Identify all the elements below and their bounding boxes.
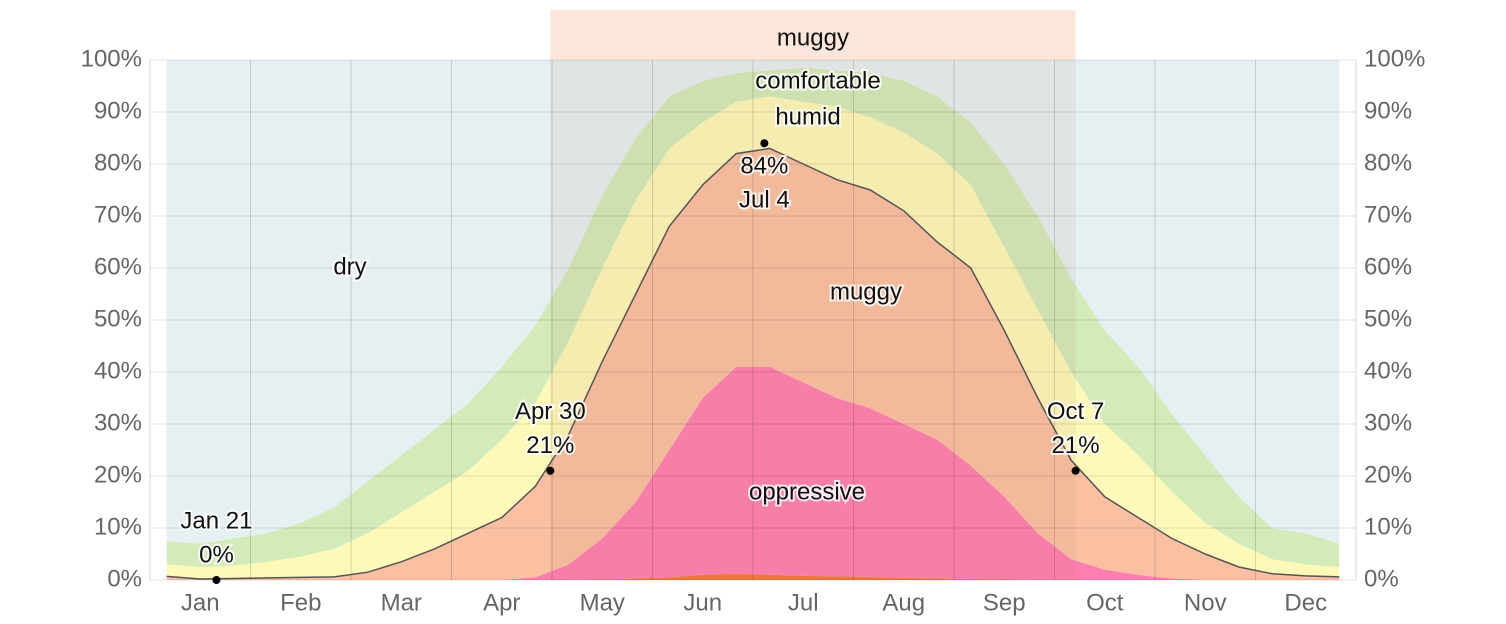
y2-tick-label: 70%	[1364, 201, 1412, 228]
season-band	[550, 10, 1076, 60]
y2-tick-label: 80%	[1364, 149, 1412, 176]
x-tick-label: Feb	[280, 589, 321, 616]
annotation-dot	[212, 576, 221, 584]
season-overlay	[550, 60, 1076, 580]
y-tick-label: 50%	[94, 305, 142, 332]
y-tick-label: 100%	[81, 45, 142, 72]
series-label: oppressive	[749, 478, 865, 505]
y-tick-label: 0%	[107, 565, 142, 592]
y2-tick-label: 60%	[1364, 253, 1412, 280]
x-tick-label: Jan	[181, 589, 220, 616]
annotation-label: 21%	[526, 432, 574, 459]
y2-tick-label: 40%	[1364, 357, 1412, 384]
series-label: muggy	[830, 278, 902, 305]
x-tick-label: Sep	[983, 589, 1026, 616]
area	[166, 67, 1340, 568]
y-tick-label: 70%	[94, 201, 142, 228]
y-tick-label: 30%	[94, 409, 142, 436]
annotation-label: Apr 30	[515, 398, 586, 425]
y2-tick-label: 30%	[1364, 409, 1412, 436]
x-tick-label: Oct	[1086, 589, 1124, 616]
annotation-label: Oct 7	[1047, 398, 1104, 425]
series-label: dry	[333, 253, 366, 280]
y2-tick-label: 100%	[1364, 45, 1425, 72]
line	[166, 147, 1340, 580]
y-tick-label: 20%	[94, 461, 142, 488]
series-label: humid	[775, 103, 840, 130]
area	[166, 573, 1340, 580]
y2-tick-label: 90%	[1364, 97, 1412, 124]
series-label: comfortable	[755, 67, 880, 94]
y-tick-label: 40%	[94, 357, 142, 384]
area	[166, 366, 1340, 580]
x-tick-label: Dec	[1284, 589, 1327, 616]
x-tick-label: Jul	[788, 589, 819, 616]
y2-tick-label: 0%	[1364, 565, 1399, 592]
annotation-label: 0%	[199, 541, 234, 568]
season-label: muggy	[777, 24, 849, 51]
x-tick-label: May	[580, 589, 625, 616]
annotation-dot	[1071, 466, 1080, 475]
annotation-label: Jul 4	[739, 187, 790, 214]
y2-tick-label: 10%	[1364, 513, 1412, 540]
annotation-dot	[760, 139, 769, 148]
annotation-label: 21%	[1052, 432, 1100, 459]
y-tick-label: 90%	[94, 97, 142, 124]
x-tick-label: Apr	[483, 589, 520, 616]
x-tick-label: Nov	[1184, 589, 1227, 616]
annotation-dot	[546, 466, 555, 475]
annotation-label: 84%	[740, 153, 788, 180]
annotation-label: Jan 21	[180, 507, 252, 534]
y-tick-label: 10%	[94, 513, 142, 540]
y-tick-label: 80%	[94, 149, 142, 176]
y2-tick-label: 20%	[1364, 461, 1412, 488]
x-tick-label: Aug	[882, 589, 925, 616]
y-tick-label: 60%	[94, 253, 142, 280]
area	[166, 60, 1340, 544]
x-tick-label: Mar	[381, 589, 422, 616]
y2-tick-label: 50%	[1364, 305, 1412, 332]
area	[166, 148, 1340, 580]
x-tick-label: Jun	[683, 589, 722, 616]
